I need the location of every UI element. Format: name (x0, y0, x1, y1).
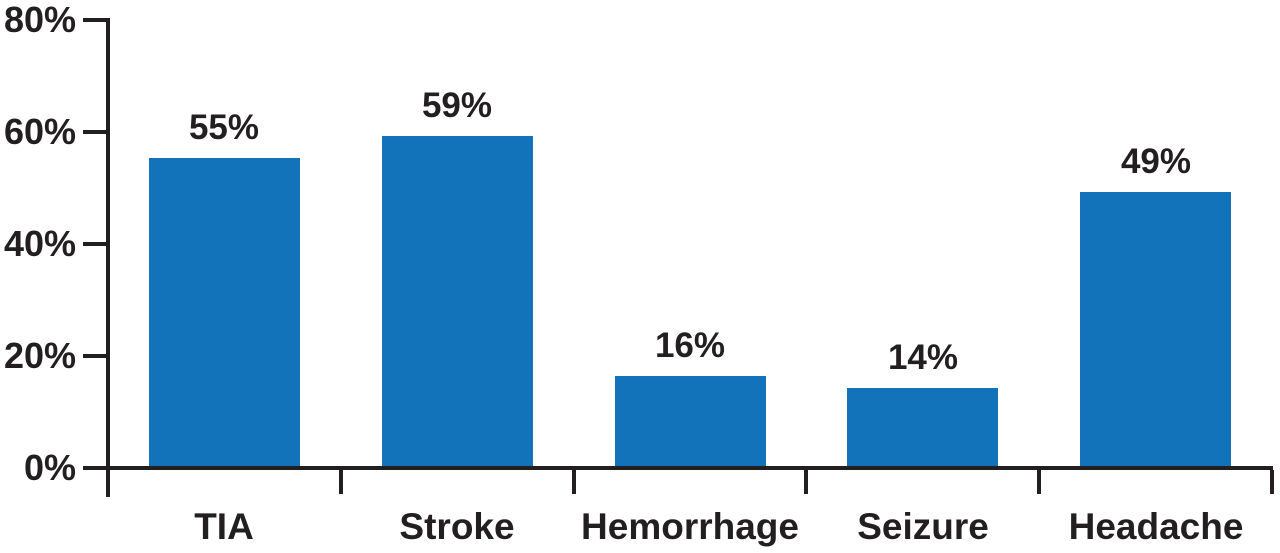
x-axis-tick (572, 470, 576, 494)
bar-value-label: 59% (421, 86, 493, 125)
x-axis-category-label: Hemorrhage (581, 506, 799, 547)
x-axis-category-label: Stroke (399, 506, 515, 547)
bar-stroke (382, 136, 533, 466)
y-axis-tick (83, 18, 108, 22)
y-axis-tick (83, 130, 108, 134)
bar-seizure (847, 388, 998, 466)
bar-value-label: 16% (654, 326, 726, 365)
y-axis-line (106, 18, 110, 497)
x-axis-category-label: Headache (1068, 506, 1244, 547)
x-axis-tick (339, 470, 343, 494)
x-axis-category-label: Seizure (857, 506, 989, 547)
x-axis-tick (1270, 470, 1274, 494)
y-axis-tick-label: 0% (23, 447, 76, 488)
bar-value-label: 49% (1120, 142, 1192, 181)
bar-tia (149, 158, 300, 466)
bar-value-label: 14% (887, 338, 959, 377)
bar-value-label: 55% (188, 108, 260, 147)
y-axis-tick-label: 80% (3, 0, 76, 40)
bar-hemorrhage (615, 376, 766, 466)
y-axis-tick (83, 242, 108, 246)
y-axis-tick (83, 354, 108, 358)
x-axis-line (83, 466, 1273, 470)
y-axis-tick-label: 60% (3, 111, 76, 152)
y-axis-tick-label: 20% (3, 335, 76, 376)
x-axis-tick (804, 470, 808, 494)
x-axis-category-label: TIA (194, 506, 254, 547)
bar-headache (1080, 192, 1231, 466)
x-axis-tick (1037, 470, 1041, 494)
y-axis-tick-label: 40% (3, 223, 76, 264)
